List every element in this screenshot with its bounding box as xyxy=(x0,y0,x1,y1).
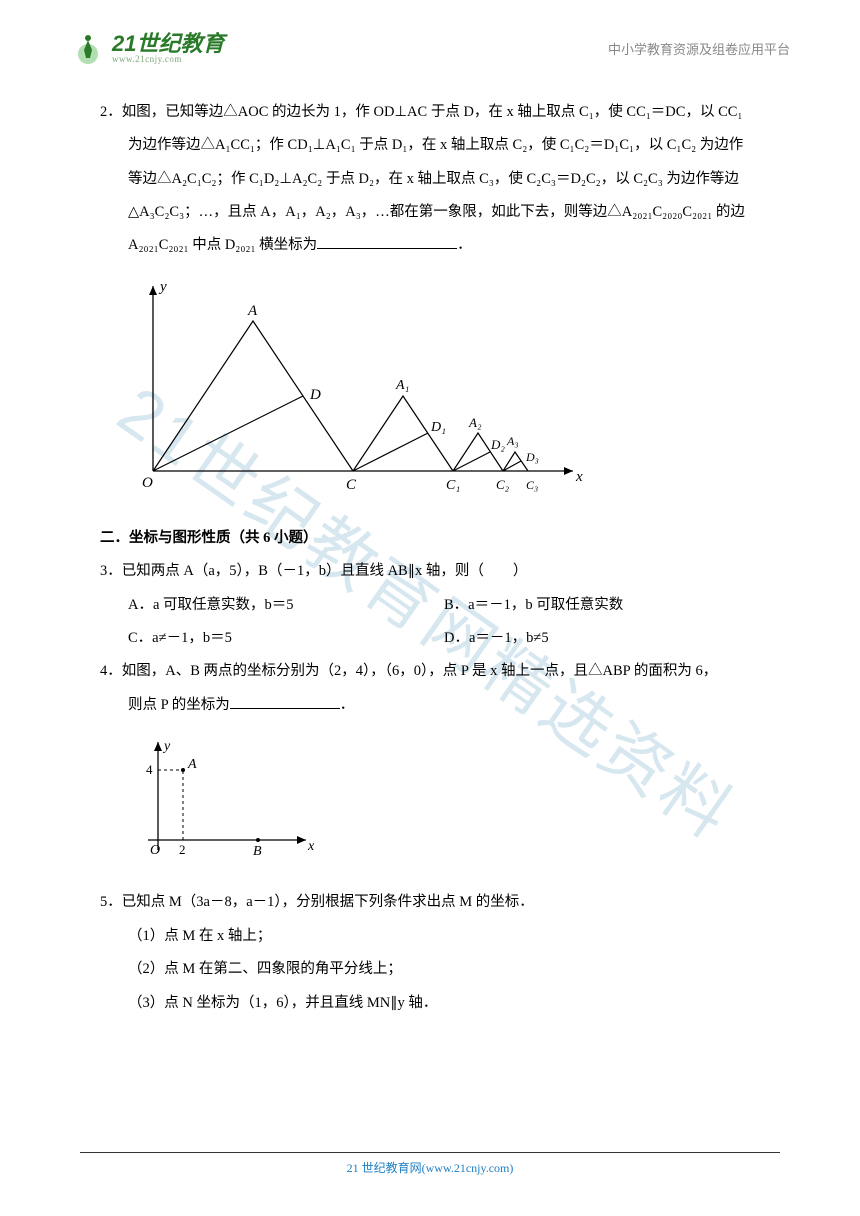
svg-text:A: A xyxy=(187,757,197,772)
q3-optD: D．a＝－1，b≠5 xyxy=(444,622,760,655)
svg-text:C₁: C₁ xyxy=(446,478,460,493)
q4-l2-suffix: ． xyxy=(340,697,355,713)
logo: 21世纪教育 www.21cnjy.com xyxy=(70,30,224,66)
header-right-text: 中小学教育资源及组卷应用平台 xyxy=(608,39,790,58)
page-footer: 21 世纪教育网(www.21cnjy.com) xyxy=(0,1152,860,1176)
question-2: 2．如图，已知等边△AOC 的边长为 1，作 OD⊥AC 于点 D，在 x 轴上… xyxy=(100,96,760,129)
svg-text:x: x xyxy=(307,839,315,854)
q3-options: A．a 可取任意实数，b＝5 B．a＝－1，b 可取任意实数 C．a≠－1，b＝… xyxy=(100,589,760,656)
q2-num: 2． xyxy=(100,104,122,120)
q4-blank xyxy=(230,695,340,709)
page-header: 21世纪教育 www.21cnjy.com 中小学教育资源及组卷应用平台 xyxy=(0,0,860,76)
logo-sub-text: www.21cnjy.com xyxy=(112,55,224,64)
q3-text: 已知两点 A（a，5），B（－1，b）且直线 AB∥x 轴，则（ ） xyxy=(122,563,528,579)
footer-text: 21 世纪教育网(www.21cnjy.com) xyxy=(347,1161,514,1175)
q4-num: 4． xyxy=(100,663,122,679)
q5-text: 已知点 M（3a－8，a－1），分别根据下列条件求出点 M 的坐标． xyxy=(122,894,534,910)
q5-num: 5． xyxy=(100,894,122,910)
q3-optB: B．a＝－1，b 可取任意实数 xyxy=(444,589,760,622)
q4-l2-prefix: 则点 P 的坐标为 xyxy=(128,697,230,713)
question-4: 4．如图，A、B 两点的坐标分别为（2，4），（6，0），点 P 是 x 轴上一… xyxy=(100,655,760,688)
svg-text:D: D xyxy=(309,387,321,403)
q2-l5-suffix: ． xyxy=(457,237,472,253)
logo-icon xyxy=(70,30,106,66)
content-area: 2．如图，已知等边△AOC 的边长为 1，作 OD⊥AC 于点 D，在 x 轴上… xyxy=(0,76,860,1020)
q5-sub1: （1）点 M 在 x 轴上； xyxy=(100,920,760,953)
svg-text:C₂: C₂ xyxy=(496,477,510,492)
logo-main-text: 21世纪教育 xyxy=(112,33,224,55)
svg-text:B: B xyxy=(253,844,262,859)
svg-text:A: A xyxy=(247,303,258,319)
q3-num: 3． xyxy=(100,563,122,579)
svg-text:2: 2 xyxy=(179,842,186,857)
svg-text:4: 4 xyxy=(146,762,153,777)
svg-text:D₁: D₁ xyxy=(430,420,446,435)
svg-text:y: y xyxy=(162,739,171,754)
q5-sub2: （2）点 M 在第二、四象限的角平分线上； xyxy=(100,953,760,986)
svg-text:O: O xyxy=(142,475,153,491)
q2-l2: 为边作等边△A₁CC₁；作 CD₁⊥A₁C₁ 于点 D₁，在 x 轴上取点 C₂… xyxy=(100,129,760,162)
q2-l3: 等边△A₂C₁C₂；作 C₁D₂⊥A₂C₂ 于点 D₂，在 x 轴上取点 C₃，… xyxy=(100,163,760,196)
svg-text:D₃: D₃ xyxy=(525,450,539,464)
question-3: 3．已知两点 A（a，5），B（－1，b）且直线 AB∥x 轴，则（ ） xyxy=(100,555,760,588)
q4-l2: 则点 P 的坐标为 ． xyxy=(100,689,760,722)
footer-divider xyxy=(80,1152,780,1153)
q2-l4: △A₃C₂C₃；…，且点 A，A₁，A₂，A₃，…都在第一象限，如此下去，则等边… xyxy=(100,196,760,229)
svg-text:D₂: D₂ xyxy=(490,437,505,452)
svg-text:A₃: A₃ xyxy=(506,434,519,448)
q5-sub3: （3）点 N 坐标为（1，6），并且直线 MN∥y 轴． xyxy=(100,987,760,1020)
q4-l1: 如图，A、B 两点的坐标分别为（2，4），（6，0），点 P 是 x 轴上一点，… xyxy=(122,663,717,679)
q2-figure: y x O A D C A₁ D₁ C₁ A₂ D₂ C₂ A₃ D₃ C₃ xyxy=(128,271,760,514)
q2-blank xyxy=(317,235,457,249)
svg-text:y: y xyxy=(158,279,167,295)
q2-l5: A₂₀₂₁C₂₀₂₁ 中点 D₂₀₂₁ 横坐标为 ． xyxy=(100,229,760,262)
question-5: 5．已知点 M（3a－8，a－1），分别根据下列条件求出点 M 的坐标． xyxy=(100,886,760,919)
q3-optC: C．a≠－1，b＝5 xyxy=(128,622,444,655)
section-2-title: 二．坐标与图形性质（共 6 小题） xyxy=(100,522,760,555)
svg-text:A₂: A₂ xyxy=(468,415,482,430)
q2-l1: 如图，已知等边△AOC 的边长为 1，作 OD⊥AC 于点 D，在 x 轴上取点… xyxy=(122,104,743,120)
svg-text:O: O xyxy=(150,843,160,858)
q2-l5-prefix: A₂₀₂₁C₂₀₂₁ 中点 D₂₀₂₁ 横坐标为 xyxy=(128,237,317,253)
svg-text:C: C xyxy=(346,477,357,493)
q4-figure: 4 2 O y x A B xyxy=(128,730,760,878)
svg-text:C₃: C₃ xyxy=(526,478,538,492)
svg-text:x: x xyxy=(575,469,583,485)
svg-text:A₁: A₁ xyxy=(395,378,409,393)
q3-optA: A．a 可取任意实数，b＝5 xyxy=(128,589,444,622)
